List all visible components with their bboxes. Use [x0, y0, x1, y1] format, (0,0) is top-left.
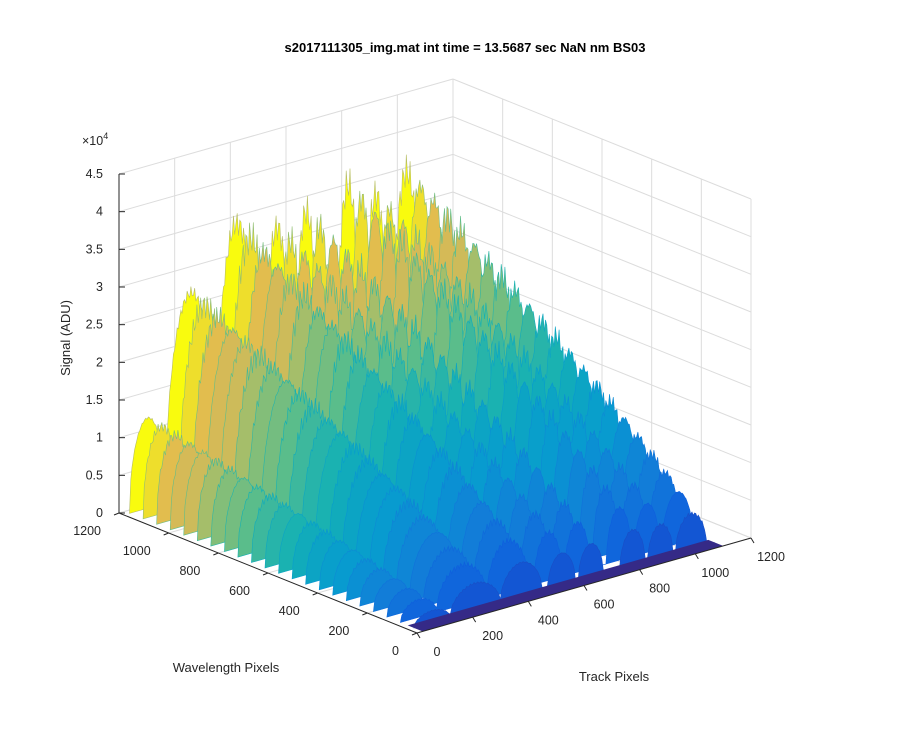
z-tick-label: 1.5: [86, 393, 103, 407]
z-tick-label: 0.5: [86, 468, 103, 482]
y-tick-label: 800: [179, 564, 200, 578]
x-tick: [527, 601, 532, 607]
surface-ridge-band: [413, 511, 715, 629]
gridline-z-backwall: [118, 153, 454, 250]
y-tick-label: 0: [392, 644, 399, 658]
z-axis-label: Signal (ADU): [58, 300, 73, 376]
x-tick-label: 1000: [701, 566, 729, 580]
x-tick-label: 0: [434, 645, 441, 659]
gridline-z-backwall: [118, 78, 454, 175]
gridline-z-sidewall: [452, 116, 752, 238]
x-tick-label: 1200: [757, 550, 785, 564]
y-tick-label: 1000: [123, 544, 151, 558]
surface-floor: [407, 539, 724, 632]
gridline-z-sidewall: [452, 153, 752, 275]
gridline-z-sidewall: [452, 191, 752, 313]
x-tick: [416, 632, 421, 639]
x-tick: [583, 585, 588, 591]
gridline-z-backwall: [118, 191, 454, 288]
y-tick-label: 600: [229, 584, 250, 598]
y-tick: [213, 552, 219, 556]
z-tick-label: 0: [96, 506, 103, 520]
axes-lines: [113, 173, 755, 639]
gridline-z-backwall: [118, 116, 454, 213]
x-tick: [639, 569, 644, 575]
chart-title: s2017111305_img.mat int time = 13.5687 s…: [285, 40, 646, 55]
y-tick: [362, 612, 368, 616]
z-tick-label: 4.5: [86, 167, 103, 181]
z-tick-label: 2: [96, 355, 103, 369]
x-axis-label: Track Pixels: [579, 669, 650, 684]
y-tick: [411, 632, 418, 636]
x-tick: [472, 616, 477, 623]
y-tick-label: 400: [279, 604, 300, 618]
z-tick-label: 3.5: [86, 242, 103, 256]
z-tick-label: 4: [96, 205, 103, 219]
z-exponent-power: 4: [103, 131, 108, 141]
y-tick: [113, 512, 120, 516]
z-exponent-base: ×10: [82, 134, 103, 148]
y-tick: [312, 592, 318, 596]
tick-labels: 0200400600800100012000200400600800100012…: [73, 167, 785, 659]
gridline-z-sidewall: [452, 229, 752, 351]
x-tick-label: 600: [594, 598, 615, 612]
y-tick-label: 200: [328, 624, 349, 638]
x-tick: [694, 553, 699, 560]
y-tick: [262, 572, 269, 576]
z-tick-label: 2.5: [86, 318, 103, 332]
x-tick-label: 800: [649, 582, 670, 596]
y-tick: [163, 532, 169, 536]
z-tick-label: 3: [96, 280, 103, 294]
z-tick-label: 1: [96, 431, 103, 445]
surface-plot: [129, 154, 724, 632]
y-axis-label: Wavelength Pixels: [173, 660, 280, 675]
y-tick-label: 1200: [73, 524, 101, 538]
gridline-z-sidewall: [452, 78, 752, 200]
z-exponent-label: ×104: [82, 131, 108, 148]
x-tick-label: 400: [538, 613, 559, 627]
x-tick: [750, 537, 755, 544]
x-tick-label: 200: [482, 629, 503, 643]
